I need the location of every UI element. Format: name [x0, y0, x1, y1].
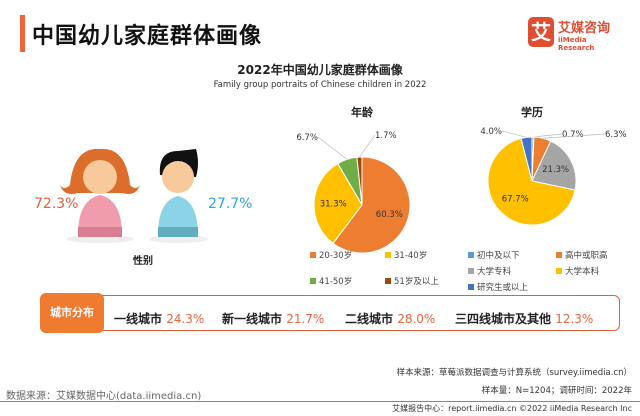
legend-label: 大学本科 [565, 267, 600, 277]
legend-swatch [310, 252, 316, 258]
logo-text-en: iiMedia Research [558, 36, 595, 52]
age-legend: 20-30岁 31-40岁 41-50岁 51岁及以上 [310, 249, 460, 287]
city-item: 二线城市 28.0% [345, 310, 435, 327]
title-accent-bar [20, 15, 25, 52]
legend-swatch [310, 278, 316, 284]
pie-data-label: 4.0% [480, 127, 502, 137]
legend-item: 51岁及以上 [385, 275, 460, 287]
logo-mark: 艾 [528, 17, 554, 47]
legend-label: 大学专科 [477, 267, 512, 277]
male-percentage: 27.7% [208, 196, 253, 212]
city-name: 一线城市 [114, 312, 163, 326]
pie-slice [356, 156, 363, 206]
pie-data-label: 21.3% [542, 165, 569, 175]
legend-swatch [556, 268, 562, 274]
data-source: 数据来源：艾媒数据中心(data.iimedia.cn) [6, 391, 202, 402]
city-value: 21.7% [286, 312, 325, 326]
legend-item: 大学本科 [556, 265, 636, 277]
logo-text-cn: 艾媒咨询 [558, 21, 611, 36]
pie-slice [520, 136, 533, 182]
legend-swatch [468, 284, 474, 290]
city-value: 28.0% [397, 312, 436, 326]
legend-item: 31-40岁 [385, 249, 460, 261]
city-value: 12.3% [555, 312, 594, 326]
legend-swatch [468, 268, 474, 274]
legend-label: 41-50岁 [319, 277, 353, 287]
sample-size: 样本量：N=1204；调研时间：2022年 [481, 386, 632, 396]
legend-item: 20-30岁 [310, 249, 385, 261]
legend-item: 初中及以下 [468, 249, 556, 261]
page-title: 中国幼儿家庭群体画像 [32, 24, 263, 49]
leader-line [317, 136, 348, 160]
city-item: 一线城市 24.3% [114, 310, 204, 327]
pie-data-label: 6.7% [296, 133, 318, 143]
copyright: 艾媒报告中心：report.iimedia.cn ©2022 iiMedia R… [392, 404, 632, 413]
female-percentage: 72.3% [34, 196, 79, 212]
leader-line [359, 134, 376, 158]
pie-charts: 60.3% 31.3% 6.7% 1.7% 0.7% 6.3% 21.3% 67.7% 4.0% [296, 127, 627, 254]
chart-title: 2022年中国幼儿家庭群体画像 [237, 63, 403, 77]
legend-label: 研究生或以上 [477, 283, 529, 293]
city-name: 三四线城市及其他 [455, 312, 552, 326]
edu-chart-title: 学历 [521, 106, 543, 119]
edu-legend: 初中及以下 高中或职高大学专科 大学本科研究生或以上 [468, 249, 638, 293]
divider [0, 401, 640, 402]
pie-data-label: 6.3% [605, 130, 627, 140]
legend-item: 研究生或以上 [468, 281, 556, 293]
pie-data-label: 1.7% [375, 131, 397, 141]
legend-swatch [468, 252, 474, 258]
city-name: 二线城市 [345, 312, 394, 326]
legend-swatch [385, 252, 391, 258]
male-figure-icon [148, 149, 208, 243]
pie-data-label: 31.3% [320, 199, 347, 209]
legend-item: 高中或职高 [556, 249, 636, 261]
logo: 艾 艾媒咨询 iiMedia Research [528, 17, 614, 52]
city-distribution-tag: 城市分布 [40, 293, 104, 333]
legend-label: 高中或职高 [565, 251, 608, 261]
city-item: 新一线城市 21.7% [222, 310, 324, 327]
age-chart-title: 年龄 [351, 106, 373, 119]
legend-item: 41-50岁 [310, 275, 385, 287]
chart-subtitle: Family group portraits of Chinese childr… [213, 80, 427, 90]
pie-data-label: 60.3% [376, 210, 403, 220]
legend-swatch [385, 278, 391, 284]
gender-figures [60, 148, 208, 243]
legend-label: 31-40岁 [394, 251, 428, 261]
leader-line [501, 130, 527, 138]
leader-line [542, 133, 606, 139]
female-figure-icon [60, 148, 140, 243]
sample-source: 样本来源：草莓派数据调查与计算系统（survey.iimedia.cn） [396, 368, 632, 378]
legend-label: 51岁及以上 [394, 277, 439, 287]
leader-line [532, 133, 563, 138]
city-item: 三四线城市及其他 12.3% [455, 310, 593, 327]
legend-label: 初中及以下 [477, 251, 520, 261]
pie-slice [487, 137, 576, 226]
pie-data-label: 0.7% [562, 130, 584, 140]
legend-label: 20-30岁 [319, 251, 353, 261]
pie-slice [313, 162, 363, 244]
legend-swatch [556, 252, 562, 258]
city-value: 24.3% [166, 312, 205, 326]
gender-label: 性别 [133, 256, 153, 267]
legend-item: 大学专科 [468, 265, 556, 277]
pie-slice [531, 140, 577, 191]
city-name: 新一线城市 [222, 312, 283, 326]
pie-data-label: 67.7% [502, 194, 529, 204]
pie-slice [332, 156, 411, 254]
